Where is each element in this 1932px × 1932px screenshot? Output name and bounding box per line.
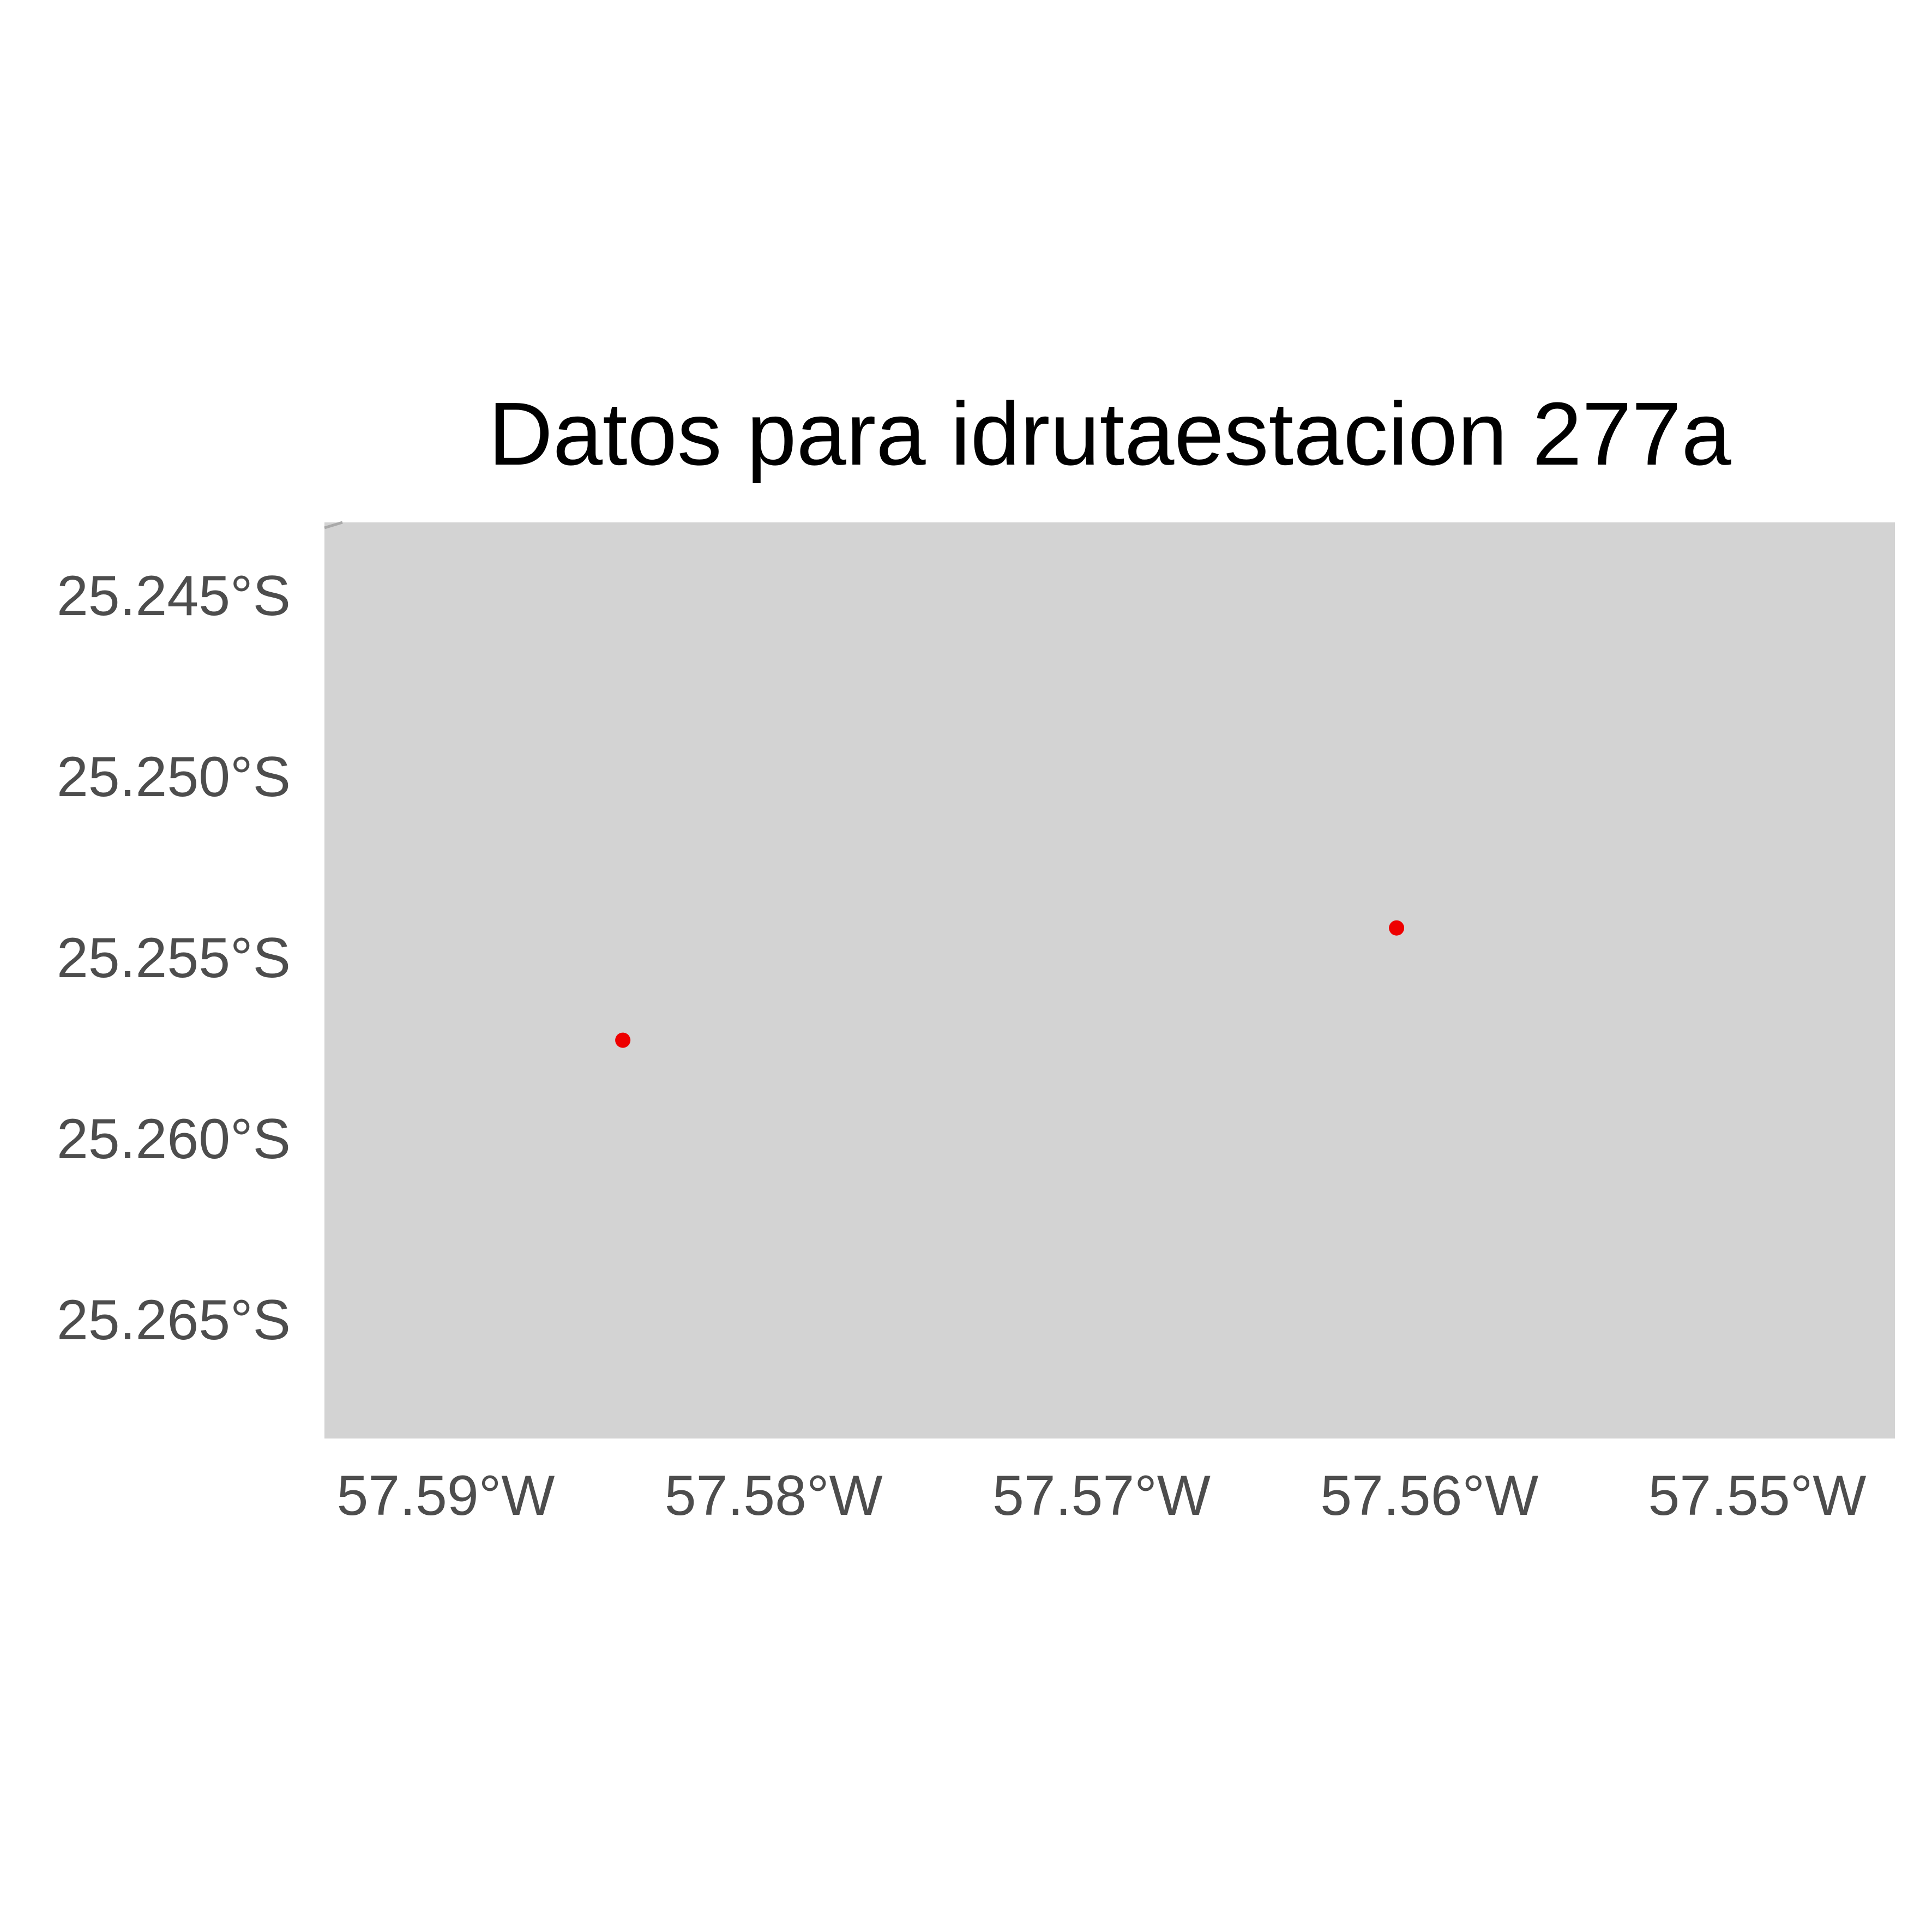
y-tick-label: 25.265°S — [57, 1289, 291, 1352]
data-point — [1389, 920, 1405, 936]
map-panel — [324, 522, 1895, 1439]
y-tick-label: 25.245°S — [57, 564, 291, 628]
data-points — [615, 920, 1405, 1048]
x-axis-tick-labels: 57.59°W 57.58°W 57.57°W 57.56°W 57.55°W — [336, 1464, 1866, 1527]
y-tick-label: 25.260°S — [57, 1108, 291, 1171]
x-tick-label: 57.58°W — [665, 1464, 883, 1527]
data-point — [615, 1032, 631, 1048]
y-tick-label: 25.250°S — [57, 745, 291, 809]
land-boundary-line — [324, 521, 343, 529]
chart-title: Datos para idrutaestacion 277a — [488, 384, 1731, 484]
x-tick-label: 57.55°W — [1648, 1464, 1866, 1527]
x-tick-label: 57.57°W — [992, 1464, 1211, 1527]
y-tick-label: 25.255°S — [57, 926, 291, 990]
x-tick-label: 57.59°W — [336, 1464, 555, 1527]
y-axis-tick-labels: 25.245°S 25.250°S 25.255°S 25.260°S 25.265°S — [57, 564, 291, 1352]
x-tick-label: 57.56°W — [1320, 1464, 1538, 1527]
